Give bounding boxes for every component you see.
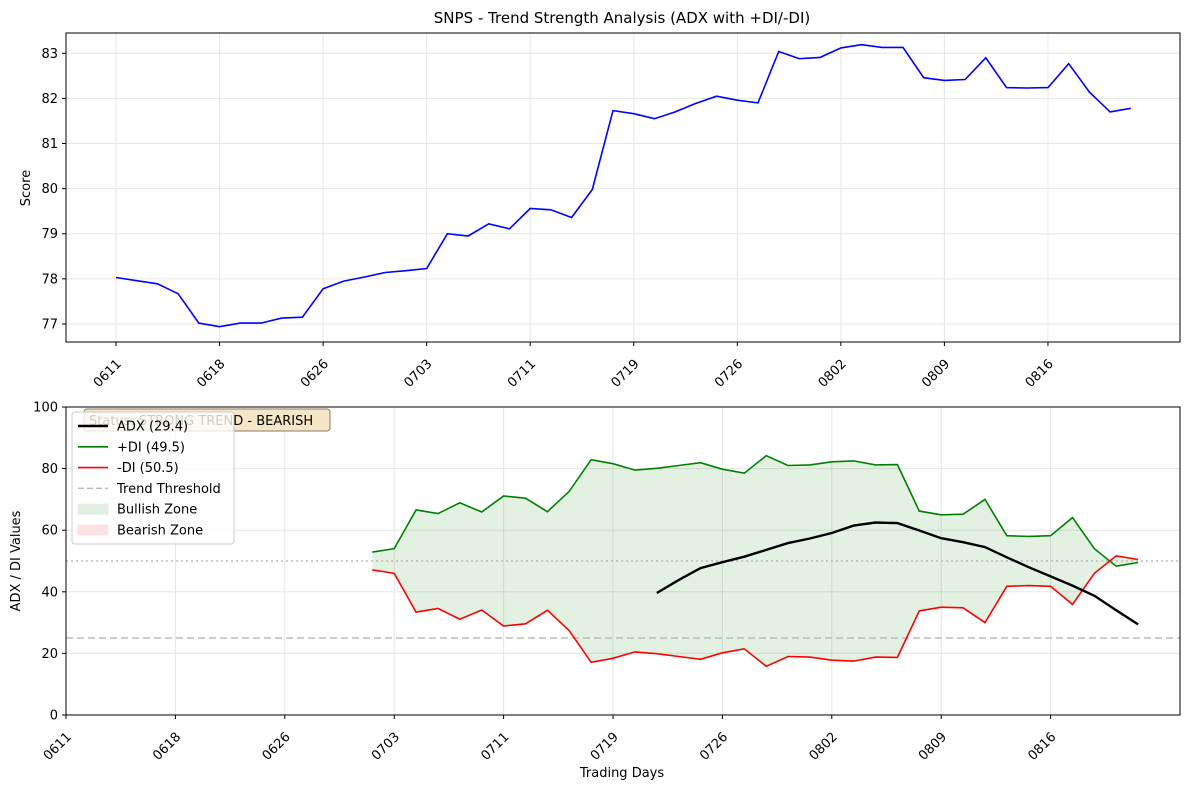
chart-title: SNPS - Trend Strength Analysis (ADX with…	[434, 9, 810, 27]
adx-axes-frame	[65, 406, 1181, 716]
bullish-zone-fill	[372, 455, 1139, 667]
legend-label: +DI (49.5)	[117, 440, 185, 455]
legend-items: ADX (29.4) +DI (49.5) -DI (50.5) Trend Thre…	[77, 420, 221, 539]
legend-label: Bullish Zone	[117, 503, 197, 518]
score-x-tick-label: 0816	[1023, 357, 1057, 391]
adx-x-tick-label: 0809	[916, 730, 950, 764]
adx-x-tick-label: 0618	[150, 730, 184, 764]
score-x-tick-label: 0611	[91, 357, 125, 391]
adx-y-tick-label: 60	[41, 524, 58, 539]
adx-x-tick-label: 0711	[478, 730, 512, 764]
score-y-label: Score	[19, 170, 34, 206]
legend-frame	[71, 411, 235, 545]
adx-line	[656, 521, 1139, 626]
score-grid	[66, 33, 1180, 342]
score-y-tick-label: 77	[41, 317, 58, 332]
score-y-tick-label: 83	[41, 47, 58, 62]
score-y-tick-label: 80	[41, 182, 58, 197]
adx-x-ticks: 0611 0618 0626 0703 0711 0719 0726 0802 0809 0816	[41, 715, 1059, 764]
score-y-tick-label: 82	[41, 92, 58, 107]
adx-y-tick-label: 0	[50, 709, 58, 724]
zone-fill	[372, 455, 1139, 667]
adx-y-ticks: 0 20 40 60 80 100	[33, 401, 66, 724]
score-panel: SNPS - Trend Strength Analysis (ADX with…	[19, 9, 1181, 391]
threshold-lines	[66, 560, 1180, 639]
score-x-tick-label: 0703	[401, 357, 435, 391]
adx-panel: 0 20 40 60 80 100 0611 0618 0626 0703 0711 0719 072…	[9, 401, 1181, 781]
adx-plot-area	[372, 454, 1139, 668]
legend-label: Bearish Zone	[117, 524, 203, 539]
score-x-tick-label: 0809	[919, 357, 953, 391]
adx-x-tick-label: 0726	[697, 730, 731, 764]
adx-x-tick-label: 0802	[807, 730, 841, 764]
adx-y-tick-label: 20	[41, 647, 58, 662]
adx-x-tick-label: 0816	[1025, 730, 1059, 764]
score-x-tick-label: 0802	[816, 357, 850, 391]
score-x-tick-label: 0626	[298, 357, 332, 391]
score-x-tick-label: 0711	[505, 357, 539, 391]
score-x-tick-label: 0618	[194, 357, 228, 391]
legend-label: ADX (29.4)	[117, 420, 188, 435]
score-y-ticks: 77 78 79 80 81 82 83	[41, 47, 66, 332]
minus-di-line	[372, 554, 1139, 668]
score-series-line	[115, 43, 1131, 328]
score-x-ticks: 0611 0618 0626 0703 0711 0719 0726 0802 0809 0816	[91, 342, 1057, 391]
adx-y-tick-label: 100	[33, 401, 58, 416]
adx-y-tick-label: 40	[41, 585, 58, 600]
adx-x-label: Trading Days	[579, 766, 664, 781]
adx-x-tick-label: 0719	[588, 730, 622, 764]
adx-y-tick-label: 80	[41, 462, 58, 477]
legend-label: Trend Threshold	[116, 482, 221, 497]
score-y-tick-label: 79	[41, 227, 58, 242]
score-x-tick-label: 0719	[609, 357, 643, 391]
score-x-tick-label: 0726	[712, 357, 746, 391]
score-plot-area	[115, 43, 1131, 328]
legend: ADX (29.4) +DI (49.5) -DI (50.5) Trend Thre…	[71, 411, 235, 545]
plus-di-line	[372, 454, 1139, 568]
adx-x-tick-label: 0703	[369, 730, 403, 764]
score-y-tick-label: 81	[41, 137, 58, 152]
adx-x-tick-label: 0611	[41, 730, 75, 764]
adx-x-tick-label: 0626	[260, 730, 294, 764]
legend-swatch-patch	[77, 503, 109, 515]
score-y-tick-label: 78	[41, 272, 58, 287]
adx-y-label: ADX / DI Values	[9, 510, 24, 611]
legend-label: -DI (50.5)	[117, 461, 179, 476]
legend-swatch-patch	[77, 524, 109, 536]
score-axes-frame	[65, 32, 1181, 343]
